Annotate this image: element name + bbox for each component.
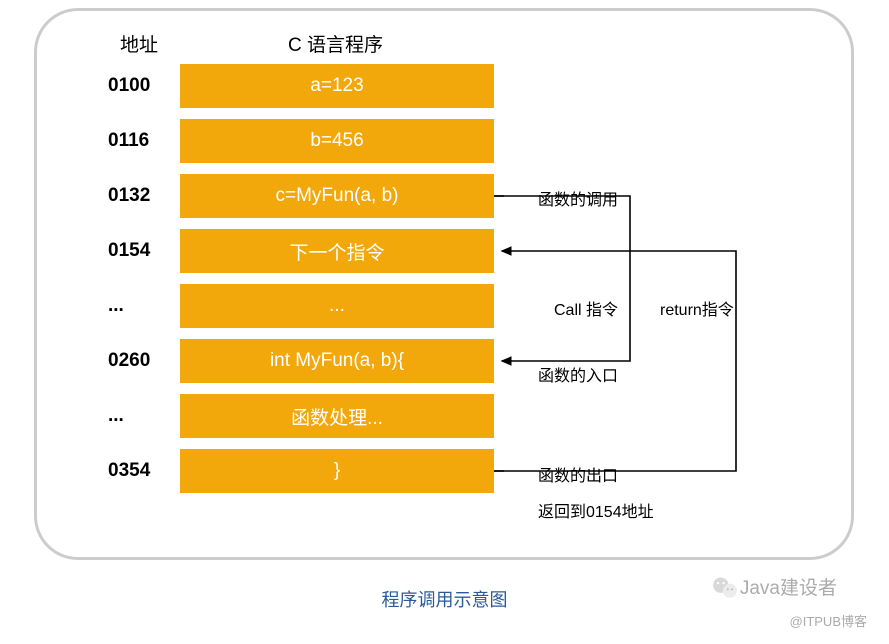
code-5: int MyFun(a, b){ xyxy=(180,339,494,383)
memory-rows: 0100 a=123 0116 b=456 0132 c=MyFun(a, b)… xyxy=(108,64,494,504)
addr-6: ... xyxy=(108,405,180,427)
addr-1: 0116 xyxy=(108,130,180,152)
row-7: 0354 } xyxy=(108,449,494,493)
code-4: ... xyxy=(180,284,494,328)
ann-func-exit: 函数的出口 xyxy=(538,462,618,486)
header-program: C 语言程序 xyxy=(288,30,383,57)
row-0: 0100 a=123 xyxy=(108,64,494,108)
code-1: b=456 xyxy=(180,119,494,163)
header-address: 地址 xyxy=(120,30,158,57)
ann-call-of-func: 函数的调用 xyxy=(538,186,618,210)
addr-4: ... xyxy=(108,295,180,317)
code-6: 函数处理... xyxy=(180,394,494,438)
addr-0: 0100 xyxy=(108,75,180,97)
addr-3: 0154 xyxy=(108,240,180,262)
row-5: 0260 int MyFun(a, b){ xyxy=(108,339,494,383)
ann-func-entry: 函数的入口 xyxy=(538,362,618,386)
row-1: 0116 b=456 xyxy=(108,119,494,163)
code-3: 下一个指令 xyxy=(180,229,494,273)
wechat-icon xyxy=(711,574,739,602)
ann-call-instr: Call 指令 xyxy=(554,296,618,320)
watermark-sub: @ITPUB博客 xyxy=(790,611,867,630)
addr-5: 0260 xyxy=(108,350,180,372)
watermark-name: Java建设者 xyxy=(740,573,837,600)
code-2: c=MyFun(a, b) xyxy=(180,174,494,218)
addr-7: 0354 xyxy=(108,460,180,482)
code-0: a=123 xyxy=(180,64,494,108)
addr-2: 0132 xyxy=(108,185,180,207)
row-3: 0154 下一个指令 xyxy=(108,229,494,273)
row-2: 0132 c=MyFun(a, b) xyxy=(108,174,494,218)
row-6: ... 函数处理... xyxy=(108,394,494,438)
ann-return-instr: return指令 xyxy=(660,296,734,320)
row-4: ... ... xyxy=(108,284,494,328)
ann-return-addr: 返回到0154地址 xyxy=(538,498,654,522)
code-7: } xyxy=(180,449,494,493)
